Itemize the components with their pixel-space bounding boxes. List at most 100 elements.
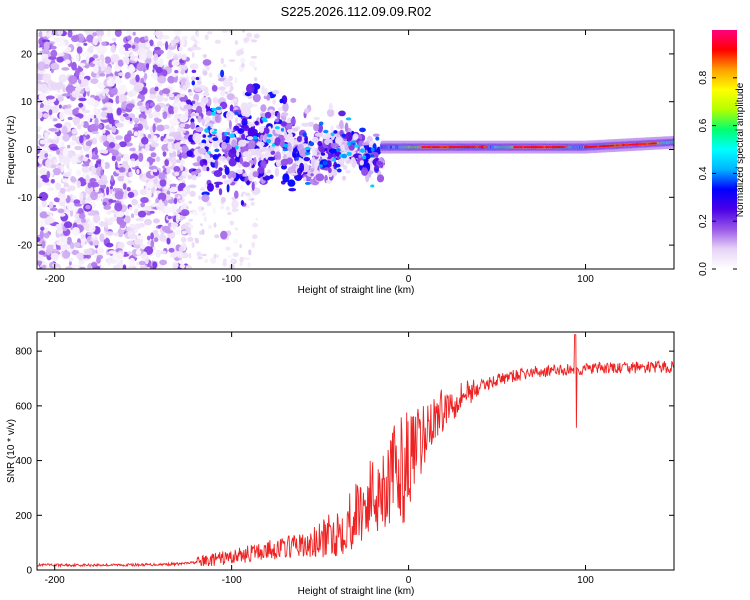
heatmap-cell (179, 123, 186, 128)
heatmap-cell (266, 147, 274, 152)
heatmap-cell (144, 35, 149, 41)
heatmap-cell (117, 59, 124, 67)
heatmap-cell (480, 146, 484, 149)
heatmap-cell (48, 155, 53, 160)
heatmap-y-ticks: -20 -10 0 10 20 (18, 49, 674, 252)
heatmap-cell (200, 97, 209, 104)
heatmap-cell (211, 107, 218, 112)
heatmap-cell (197, 148, 207, 154)
heatmap-cell (233, 238, 238, 244)
heatmap-cell (98, 47, 108, 52)
heatmap-cell (228, 148, 237, 159)
heatmap-x-tick-label: -200 (45, 274, 65, 285)
heatmap-cell (334, 163, 341, 168)
heatmap-cell (180, 264, 183, 267)
heatmap-cell (224, 166, 230, 175)
heatmap-cell (162, 111, 168, 120)
heatmap-cell (240, 145, 249, 153)
heatmap-cell (247, 127, 255, 138)
heatmap-cell (166, 237, 171, 245)
heatmap-cell (39, 83, 48, 93)
heatmap-cell (282, 148, 289, 152)
heatmap-cell (98, 73, 106, 77)
heatmap-cell (202, 159, 207, 164)
heatmap-cell (178, 46, 183, 51)
heatmap-cell (234, 40, 238, 45)
heatmap-cell (240, 184, 244, 190)
heatmap-cell (474, 146, 478, 149)
heatmap-cell (218, 156, 227, 161)
heatmap-cell (322, 160, 328, 166)
heatmap-cell (560, 146, 563, 149)
heatmap-cell (207, 135, 212, 138)
heatmap-cell (145, 49, 153, 59)
heatmap-cell (79, 192, 84, 201)
heatmap-cell (246, 83, 255, 94)
heatmap-cell (186, 99, 192, 105)
snr-x-tick-label: 100 (577, 575, 594, 586)
heatmap-cell (66, 202, 76, 211)
heatmap-cell (227, 211, 232, 216)
heatmap-cell (73, 199, 81, 205)
heatmap-cell (188, 200, 193, 204)
heatmap-cell (182, 140, 186, 144)
heatmap-cell (106, 211, 112, 215)
heatmap-cell (39, 167, 48, 176)
heatmap-cell (168, 247, 175, 253)
heatmap-cell (96, 192, 104, 199)
heatmap-cell (85, 204, 91, 210)
heatmap-cell (313, 123, 320, 132)
heatmap-cell (72, 116, 81, 125)
heatmap-cell (296, 136, 302, 143)
snr-y-tick-label: 200 (15, 511, 32, 522)
heatmap-cell (352, 133, 359, 140)
heatmap-cell (152, 110, 161, 118)
heatmap-cell (37, 181, 43, 189)
heatmap-cell (240, 200, 244, 206)
heatmap-cell (286, 129, 294, 134)
heatmap-cell (235, 145, 239, 150)
heatmap-cell (553, 146, 557, 149)
heatmap-cell (341, 153, 348, 159)
heatmap-cell (536, 146, 540, 149)
heatmap-cell (314, 132, 324, 137)
heatmap-cell (85, 174, 90, 185)
heatmap-cell (440, 146, 444, 149)
heatmap-cell (256, 141, 265, 147)
heatmap-cell (274, 137, 281, 146)
heatmap-cell (100, 169, 104, 177)
heatmap-cell (147, 133, 152, 139)
heatmap-cell (86, 97, 96, 106)
heatmap-cell (152, 169, 158, 173)
heatmap-cell (313, 150, 318, 156)
heatmap-cell (214, 181, 223, 185)
heatmap-cell (218, 132, 223, 142)
heatmap-cell (370, 184, 375, 188)
heatmap-cell (179, 199, 185, 203)
heatmap-cell (158, 172, 166, 180)
heatmap-cell (136, 101, 143, 107)
heatmap-cell (196, 251, 202, 257)
heatmap-cell (152, 261, 158, 269)
heatmap-cell (91, 137, 98, 145)
heatmap-cell (74, 203, 82, 207)
heatmap-cell (117, 241, 125, 250)
heatmap-cell (43, 228, 50, 232)
heatmap-cell (260, 104, 267, 112)
heatmap-cell (79, 266, 86, 269)
heatmap-cell (218, 188, 223, 196)
heatmap-cell (191, 174, 197, 181)
heatmap-cell (186, 150, 193, 158)
heatmap-cell (102, 201, 108, 206)
heatmap-cell (84, 30, 91, 35)
heatmap-cell (229, 104, 234, 113)
heatmap-cell (313, 116, 321, 121)
heatmap-cell (104, 102, 113, 107)
heatmap-cell (362, 155, 367, 160)
heatmap-cell (584, 146, 587, 149)
heatmap-cell (138, 260, 146, 266)
heatmap-cell (78, 102, 84, 108)
heatmap-cell (148, 165, 158, 170)
heatmap-cell (345, 169, 351, 174)
heatmap-cell (180, 38, 185, 47)
